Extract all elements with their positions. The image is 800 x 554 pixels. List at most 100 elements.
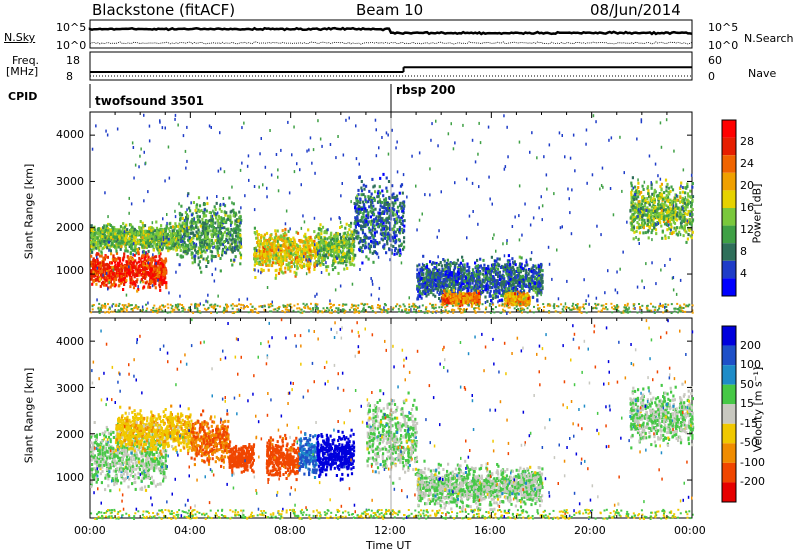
power-colorbar-tick: 16: [740, 201, 754, 214]
power-cell: [371, 228, 374, 232]
power-cell: [378, 218, 381, 222]
power-cell: [374, 217, 378, 221]
power-cell: [302, 249, 305, 253]
power-cell: [218, 207, 221, 211]
power-cell: [264, 255, 267, 259]
power-cell: [299, 251, 303, 255]
power-cell: [264, 238, 267, 242]
power-cell: [381, 227, 384, 230]
power-cell: [479, 281, 482, 285]
power-cell: [472, 277, 475, 281]
power-cell: [230, 227, 233, 231]
power-cell: [117, 256, 120, 260]
power-cell: [313, 248, 316, 252]
power-cell: [228, 196, 231, 200]
power-cell: [195, 237, 199, 241]
power-cell: [295, 258, 299, 262]
power-cell: [203, 241, 206, 245]
power-cell: [96, 259, 99, 263]
power-cell: [498, 270, 501, 274]
power-cell: [124, 246, 127, 250]
power-cell: [139, 239, 142, 242]
power-cell: [239, 253, 243, 257]
power-cell: [532, 271, 535, 275]
power-cell: [514, 263, 517, 267]
power-cell: [180, 254, 183, 258]
power-cell: [210, 257, 213, 261]
power-cell: [462, 287, 465, 291]
power-cell: [210, 233, 213, 237]
x-tick: 00:00: [74, 524, 106, 537]
power-cell: [353, 255, 356, 259]
power-cell: [199, 220, 202, 224]
beam-title: Beam 10: [356, 1, 424, 19]
power-cell: [197, 232, 200, 236]
power-cell: [125, 278, 128, 282]
power-cell: [166, 233, 169, 237]
power-cell: [145, 239, 148, 243]
power-cell: [179, 224, 182, 228]
power-cell: [283, 233, 286, 237]
power-cell: [214, 245, 217, 249]
power-cell: [190, 213, 193, 217]
power-cell: [273, 242, 276, 246]
power-cell: [296, 231, 300, 235]
power-cell: [106, 246, 109, 250]
power-cell: [481, 278, 484, 282]
power-cell: [226, 228, 230, 232]
power-cell: [124, 249, 127, 253]
power-cell: [512, 262, 515, 266]
power-cell: [130, 225, 134, 229]
power-cell: [116, 274, 119, 278]
power-cell: [354, 225, 357, 229]
power-cell: [183, 236, 186, 240]
power-cell: [155, 226, 159, 230]
power-cell: [198, 215, 201, 219]
power-cell: [387, 217, 390, 221]
power-cell: [158, 271, 161, 275]
power-cell: [266, 247, 269, 251]
power-cell: [534, 286, 537, 290]
power-cell: [372, 260, 375, 264]
power-cell: [485, 284, 488, 288]
power-cell: [147, 282, 150, 286]
power-cell: [463, 263, 466, 267]
power-cell: [126, 249, 129, 253]
power-cell: [540, 278, 543, 282]
power-cell: [283, 251, 286, 255]
power-cell: [327, 265, 330, 269]
power-cell: [355, 217, 358, 221]
power-cell: [183, 241, 186, 245]
power-cell: [113, 229, 117, 233]
power-cell: [149, 271, 152, 275]
power-cell: [191, 240, 194, 244]
power-cell: [396, 221, 399, 225]
power-cell: [156, 232, 159, 236]
power-cell: [98, 245, 101, 249]
power-cell: [96, 262, 100, 265]
velocity-colorbar-tick: 50: [740, 377, 754, 391]
power-cell: [403, 224, 406, 228]
power-cell: [313, 268, 316, 271]
power-cell: [400, 242, 403, 246]
power-cell: [503, 285, 506, 289]
power-cell: [118, 236, 121, 240]
power-cell: [433, 268, 436, 272]
power-cell: [127, 269, 130, 273]
power-cell: [91, 232, 94, 236]
power-cell: [223, 220, 226, 224]
power-cell: [360, 180, 363, 183]
power-cell: [439, 261, 442, 264]
power-cell: [353, 230, 356, 234]
power-cell: [198, 210, 201, 213]
power-cell: [128, 236, 131, 240]
power-cell: [484, 271, 487, 275]
power-cell: [179, 227, 182, 231]
power-cell: [314, 262, 317, 266]
power-cell: [210, 235, 214, 239]
power-cell: [363, 204, 366, 208]
power-cell: [179, 249, 182, 252]
power-cell: [517, 272, 521, 276]
power-cell: [137, 270, 140, 274]
power-cell: [320, 229, 323, 233]
